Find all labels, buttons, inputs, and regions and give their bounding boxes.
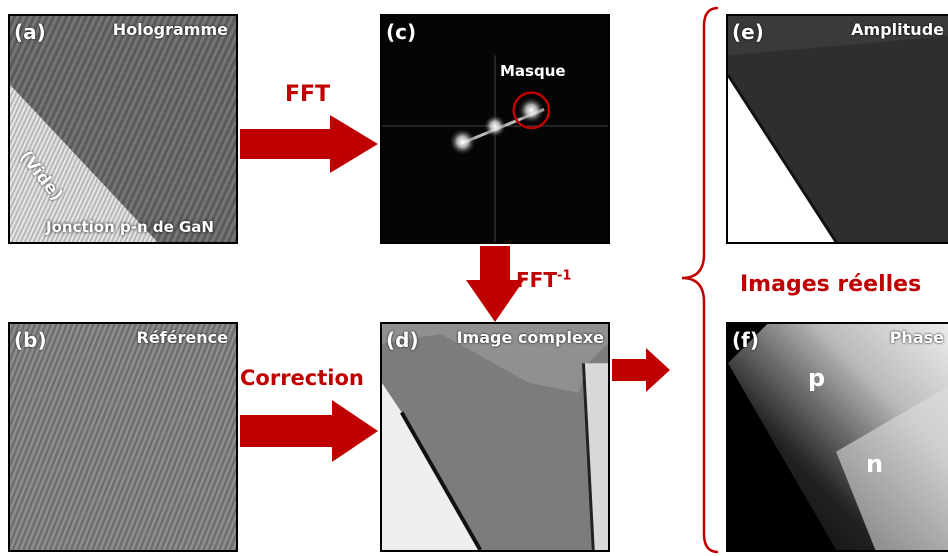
inverse-fft-arrow-icon [466,246,524,322]
fft-label: FFT [285,82,331,107]
inverse-fft-superscript: -1 [556,268,572,284]
phase-title: Phase [889,328,944,347]
inverse-fft-text: FFT [516,268,557,292]
panel-complex-image: (d) Image complexe [380,322,610,552]
panel-reference: (b) Référence [8,322,238,552]
fft-arrow-icon [240,115,378,173]
panel-hologram: (a) Hologramme (Vide) Jonction p-n de Ga… [8,14,238,244]
panel-letter-a: (a) [14,20,46,44]
panel-letter-c: (c) [386,20,417,44]
complex-image [382,324,608,550]
phase-image [728,324,948,550]
reference-title: Référence [136,328,228,347]
real-images-label: Images réelles [740,272,922,297]
fft-spectrum-image [382,16,608,242]
panel-letter-f: (f) [732,328,759,352]
panel-letter-e: (e) [732,20,764,44]
p-region-label: p [808,364,826,392]
amplitude-title: Amplitude [851,20,944,39]
complex-image-title: Image complexe [456,328,604,347]
real-images-brace-icon [681,6,719,554]
correction-label: Correction [240,366,364,390]
panel-amplitude: (e) Amplitude [726,14,948,244]
panel-letter-d: (d) [386,328,419,352]
amplitude-image [728,16,948,242]
inverse-fft-label: FFT-1 [516,268,571,292]
output-arrow-icon [612,348,670,392]
panel-phase: (f) Phase p n [726,322,948,552]
reference-image [10,324,236,550]
panel-letter-b: (b) [14,328,47,352]
junction-caption: Jonction p-n de GaN [46,218,214,236]
hologram-title: Hologramme [112,20,228,39]
mask-label: Masque [500,62,566,80]
n-region-label: n [866,450,884,478]
panel-fft: (c) Masque [380,14,610,244]
correction-arrow-icon [240,400,378,462]
hologram-image [10,16,236,242]
